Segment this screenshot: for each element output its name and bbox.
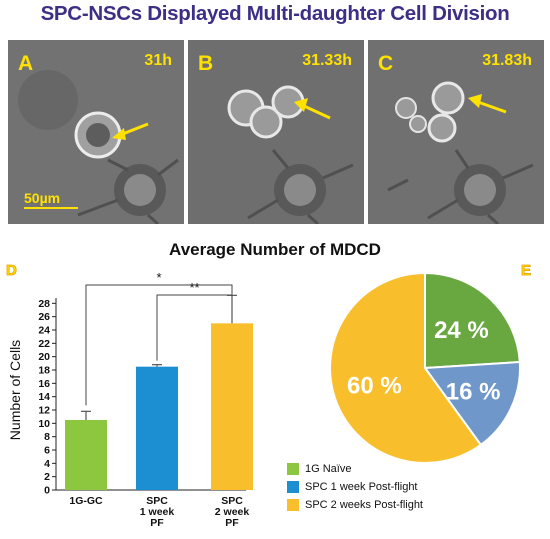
panel-time-a: 31h xyxy=(144,52,172,69)
y-tick-label: 28 xyxy=(38,298,50,310)
micrograph-panel-c: C 31.83h xyxy=(368,40,544,224)
pie-label-1: 16 % xyxy=(446,379,501,406)
bar-1 xyxy=(136,366,178,490)
pie-slice-2 xyxy=(329,271,483,464)
legend-item-1g: 1G Naïve xyxy=(287,463,351,475)
panel-label-e: E xyxy=(521,262,532,280)
y-tick-label: 4 xyxy=(44,458,50,470)
y-tick-label: 22 xyxy=(38,338,50,350)
legend-item-spc-1week: SPC 1 week Post-flight xyxy=(287,481,418,493)
figure-title: SPC-NSCs Displayed Multi-daughter Cell D… xyxy=(40,2,510,25)
legend-item-spc-2weeks: SPC 2 weeks Post-flight xyxy=(287,499,423,511)
y-tick-label: 10 xyxy=(38,418,50,430)
pie-slice-0 xyxy=(424,271,521,370)
significance-label-0: * xyxy=(156,270,161,285)
panel-label-c: C xyxy=(378,52,394,75)
bar-2 xyxy=(211,323,253,490)
legend-label-1g: 1G Naïve xyxy=(305,463,352,475)
pie-label-2: 60 % xyxy=(347,372,402,399)
micrograph-image-b xyxy=(188,40,364,224)
x-tick-label-2: SPC 2 week PF xyxy=(215,495,250,529)
significance-bracket-1 xyxy=(156,293,233,361)
y-tick-label: 18 xyxy=(38,365,50,377)
bar-0 xyxy=(65,420,107,490)
legend-label-spc-2weeks: SPC 2 weeks Post-flight xyxy=(305,499,423,511)
x-tick-label-0: 1G-GC xyxy=(69,495,103,507)
panel-time-b: 31.33h xyxy=(302,52,352,69)
scale-bar-label: 50µm xyxy=(24,190,61,206)
micrograph-image-c xyxy=(368,40,544,224)
pie-slice-1 xyxy=(423,360,521,447)
y-tick-label: 8 xyxy=(44,431,50,443)
significance-bracket-0 xyxy=(85,284,233,406)
chart-title: Average Number of MDCD xyxy=(169,240,381,259)
micrograph-image-a xyxy=(8,40,184,224)
y-tick-label: 2 xyxy=(44,471,50,483)
panel-label-d: D xyxy=(6,262,18,280)
y-tick-label: 16 xyxy=(38,378,50,390)
y-tick-label: 0 xyxy=(44,485,50,497)
y-tick-label: 14 xyxy=(38,391,50,403)
legend-swatch-yellow xyxy=(287,499,299,511)
panel-label-b: B xyxy=(198,52,214,75)
pie-chart: 24 % 16 % 60 % xyxy=(329,271,521,464)
y-tick-label: 20 xyxy=(38,351,50,363)
y-tick-label: 26 xyxy=(38,311,50,323)
micrograph-panel-b: B 31.33h xyxy=(188,40,364,224)
micrograph-panel-a: A 31h 50µm xyxy=(8,40,184,224)
x-tick-label-1: SPC 1 week PF xyxy=(140,495,175,529)
significance-label-1: ** xyxy=(189,280,199,295)
legend-swatch-green xyxy=(287,463,299,475)
panel-time-c: 31.83h xyxy=(482,52,532,69)
panel-label-a: A xyxy=(18,52,34,75)
y-tick-label: 24 xyxy=(38,325,50,337)
legend-label-spc-1week: SPC 1 week Post-flight xyxy=(305,481,418,493)
y-tick-label: 6 xyxy=(44,445,50,457)
legend-swatch-blue xyxy=(287,481,299,493)
pie-label-0: 24 % xyxy=(434,317,489,344)
y-axis-label: Number of Cells xyxy=(7,340,23,440)
y-tick-label: 12 xyxy=(38,405,50,417)
